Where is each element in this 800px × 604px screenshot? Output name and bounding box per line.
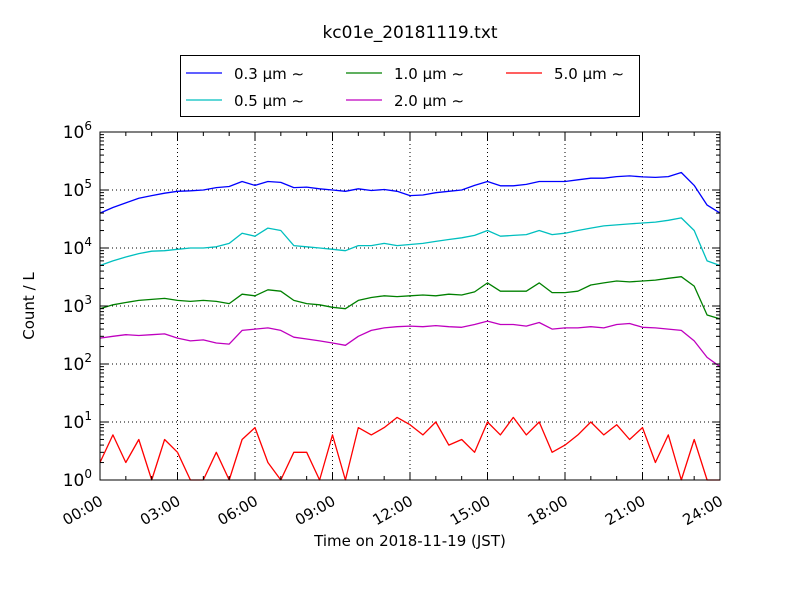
series-line-2 [99, 217, 721, 267]
plot-frame [99, 131, 721, 481]
x-tick-label: 09:00 [292, 492, 338, 529]
y-tick-label: 101 [63, 409, 92, 433]
series-line-1 [99, 171, 721, 214]
x-axis-label: Time on 2018-11-19 (JST) [313, 532, 506, 550]
legend-label: 1.0 μm ∼ [394, 65, 464, 83]
x-tick-label: 00:00 [60, 492, 106, 529]
y-tick-label: 100 [63, 467, 92, 491]
x-tick-label: 06:00 [215, 492, 261, 529]
legend-label: 0.3 μm ∼ [234, 65, 304, 83]
legend: 0.3 μm ∼ 0.5 μm ∼ 1.0 μm ∼ 2.0 μm ∼ 5.0 μm ∼ [180, 55, 640, 117]
chart-title: kc01e_20181119.txt [322, 23, 497, 43]
x-tick-label: 18:00 [525, 492, 571, 529]
x-tick-label: 24:00 [680, 492, 726, 529]
legend-label: 0.5 μm ∼ [234, 92, 304, 110]
y-tick-label: 104 [63, 235, 92, 259]
y-tick-label: 106 [63, 119, 92, 143]
x-tick-label: 03:00 [137, 492, 183, 529]
y-tick-label: 103 [63, 293, 92, 317]
legend-box [180, 55, 640, 117]
x-tick-label: 12:00 [370, 492, 416, 529]
legend-label: 5.0 μm ∼ [554, 65, 624, 83]
series-line-4 [99, 320, 721, 368]
y-tick-label: 102 [63, 351, 92, 375]
series-line-3 [99, 276, 721, 320]
y-tick-label: 105 [63, 177, 92, 201]
x-tick-label: 21:00 [602, 492, 648, 529]
y-axis-label: Count / L [20, 272, 38, 340]
x-tick-label: 15:00 [447, 492, 493, 529]
legend-label: 2.0 μm ∼ [394, 92, 464, 110]
